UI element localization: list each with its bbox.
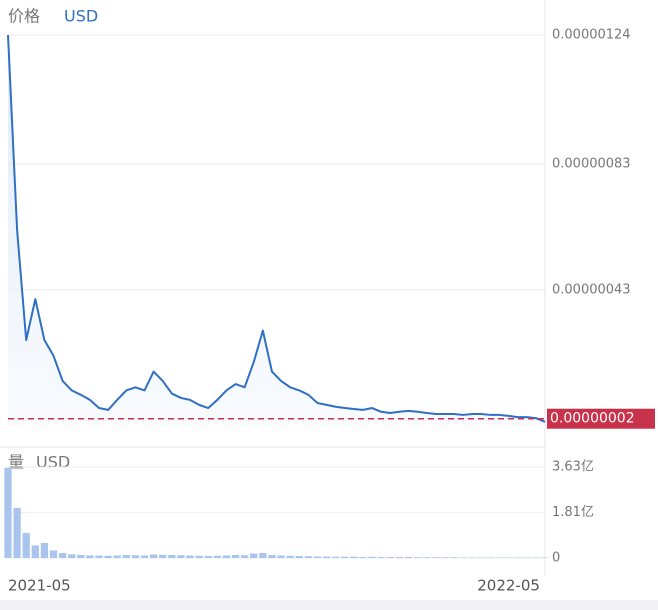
volume-bar [49, 550, 58, 558]
y-tick-label: 1.81亿 [552, 505, 594, 520]
volume-bar [195, 555, 203, 558]
volume-bar [332, 556, 340, 558]
volume-currency: USD [36, 453, 70, 472]
volume-bar [204, 555, 212, 558]
y-tick-label: 0.00000124 [552, 28, 631, 43]
volume-bar [140, 555, 149, 558]
volume-bar [313, 556, 322, 558]
volume-bar [177, 555, 185, 558]
x-tick-label: 2021-05 [8, 577, 71, 595]
volume-bar [504, 557, 513, 558]
last-price-label: 0.00000002 [550, 411, 635, 427]
volume-bar [432, 557, 440, 558]
volume-bar [13, 507, 21, 558]
volume-bar [286, 555, 294, 558]
volume-bar [395, 556, 404, 558]
volume-bar [86, 555, 94, 558]
volume-bar [413, 557, 422, 558]
volume-bar [68, 554, 76, 558]
volume-bar [441, 557, 449, 558]
volume-bar [104, 555, 112, 558]
volume-bar [31, 545, 39, 558]
volume-bar [404, 556, 413, 558]
volume-bar [77, 554, 85, 558]
volume-bar [386, 556, 394, 558]
x-tick-label: 2022-05 [477, 577, 540, 595]
volume-bar [350, 556, 358, 558]
volume-bar [423, 557, 431, 558]
volume-bar [4, 467, 12, 558]
volume-bar [495, 557, 504, 558]
volume-bar [159, 554, 167, 558]
volume-bar [341, 556, 349, 558]
price-title: 价格 [8, 7, 40, 26]
y-tick-label: 0.00000083 [552, 156, 631, 171]
volume-bar [532, 557, 540, 558]
volume-bar [486, 557, 495, 558]
volume-bar [131, 555, 140, 558]
volume-bar [468, 557, 476, 558]
volume-bar [259, 552, 267, 558]
volume-bar [514, 557, 522, 558]
volume-bar [241, 555, 249, 558]
price-line [7, 34, 546, 423]
volume-bar [377, 556, 385, 558]
y-tick-label: 3.63亿 [552, 460, 594, 475]
volume-bar [268, 554, 276, 558]
volume-bar [113, 555, 121, 558]
volume-bar [222, 555, 231, 558]
y-tick-label: 0.00000043 [552, 282, 631, 297]
volume-bar [368, 556, 376, 558]
volume-bar [231, 554, 240, 558]
volume-bar [450, 557, 458, 558]
bottom-strip [0, 600, 658, 610]
last-price-box [547, 408, 655, 429]
volume-bar [359, 556, 367, 558]
volume-bar [40, 542, 49, 558]
volume-bar [277, 555, 285, 558]
volume-bar [459, 557, 467, 558]
y-tick-label: 0 [552, 551, 560, 566]
volume-bar [250, 553, 258, 558]
volume-bar [541, 557, 549, 558]
volume-bar [477, 557, 485, 558]
volume-bar [95, 555, 103, 558]
volume-bar [304, 556, 312, 558]
volume-bar [295, 555, 303, 558]
volume-bar [58, 552, 67, 558]
volume-bar [122, 554, 130, 558]
volume-bar [213, 555, 221, 558]
volume-bar [322, 556, 331, 558]
volume-bar [186, 555, 194, 558]
price-currency: USD [64, 7, 98, 26]
volume-bar [168, 554, 176, 558]
volume-bar [523, 557, 531, 558]
price-area [8, 35, 545, 425]
volume-bar [149, 554, 158, 558]
volume-bar [22, 532, 30, 558]
